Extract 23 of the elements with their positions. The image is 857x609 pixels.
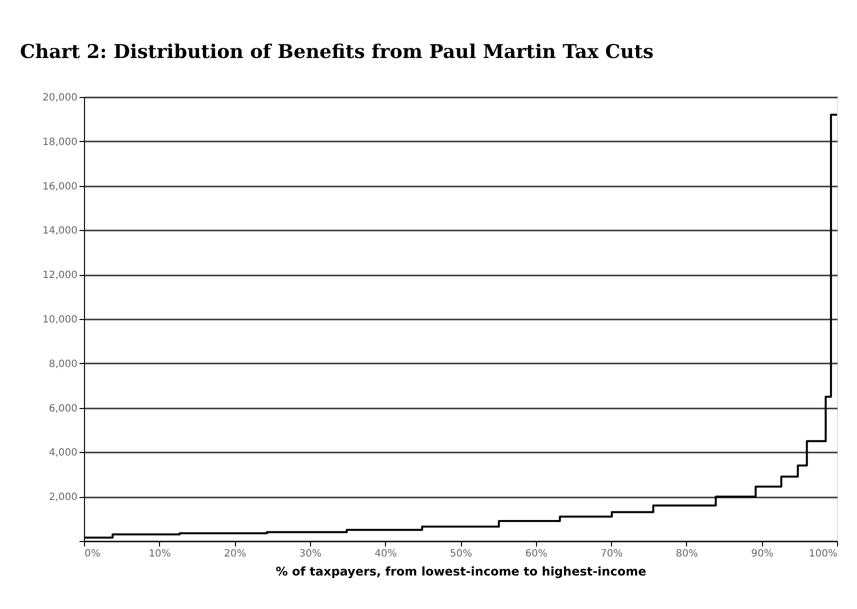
y-tick-label: 14,000 [42,226,78,237]
x-tick-label: 50% [450,548,472,560]
x-tick-label: 70% [600,548,623,560]
x-tick-label: 80% [676,548,698,560]
x-tick-label: 90% [751,548,774,560]
y-tick-label: 10,000 [42,314,78,326]
x-tick-label: 100% [808,548,838,560]
x-tick-label: 30% [299,548,322,560]
x-axis-title: % of taxpayers, from lowest-income to highest-income [276,564,646,578]
y-tick-label: 4,000 [48,448,78,459]
y-tick-label: 18,000 [42,136,78,148]
y-tick-label: 2,000 [48,492,78,504]
x-tick-label: 0% [84,548,100,560]
y-tick-label: 8,000 [48,358,78,370]
y-tick-label: 6,000 [48,403,78,414]
y-tick-label: 20,000 [42,92,78,104]
y-tick-label: 16,000 [42,181,78,192]
y-tick-label: 12,000 [42,270,78,282]
x-tick-label: 60% [525,548,548,560]
x-tick-label: 40% [374,548,397,560]
x-tick-label: 10% [148,548,171,560]
chart-title: Chart 2: Distribution of Benefits from Paul Martin Tax Cuts [20,41,654,63]
x-tick-label: 20% [224,548,246,560]
